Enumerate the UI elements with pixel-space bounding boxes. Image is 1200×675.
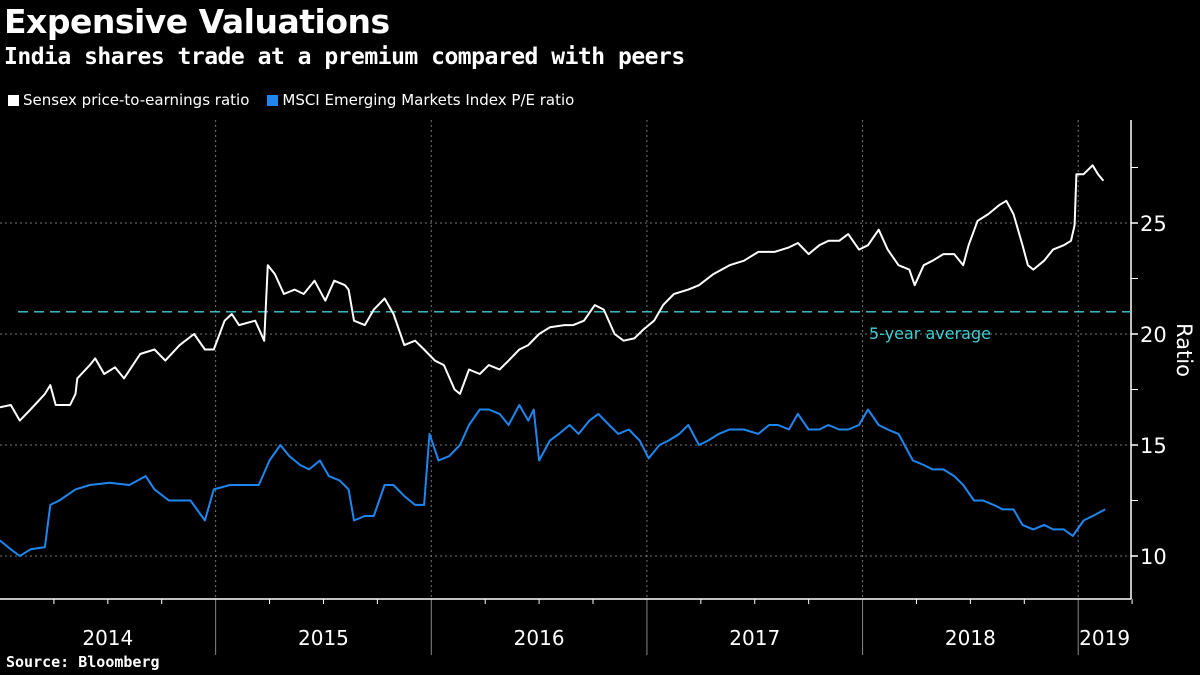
x-tick-label: 2017 [729, 626, 780, 650]
series-line-msci [0, 404, 1106, 557]
chart-subtitle: India shares trade at a premium compared… [4, 44, 685, 70]
x-tick-label: 2019 [1079, 626, 1130, 650]
legend-item-msci: MSCI Emerging Markets Index P/E ratio [267, 91, 574, 109]
y-tick-label: 20 [1140, 323, 1167, 347]
x-tick-label: 2016 [514, 626, 565, 650]
chart-title: Expensive Valuations [4, 2, 390, 41]
legend-label-sensex: Sensex price-to-earnings ratio [23, 91, 250, 109]
x-tick-label: 2014 [82, 626, 133, 650]
legend-item-sensex: Sensex price-to-earnings ratio [8, 91, 249, 109]
y-tick-label: 25 [1140, 212, 1167, 236]
y-tick-label: 15 [1140, 434, 1167, 458]
y-tick-label: 10 [1140, 545, 1167, 569]
legend-swatch-msci [267, 94, 279, 106]
x-tick-label: 2018 [945, 626, 996, 650]
legend-swatch-sensex [8, 94, 19, 106]
series-line-sensex [0, 164, 1105, 422]
x-tick-label: 2015 [298, 626, 349, 650]
legend-label-msci: MSCI Emerging Markets Index P/E ratio [282, 91, 575, 109]
source-note: Source: Bloomberg [6, 653, 160, 671]
reference-line-label: 5-year average [869, 324, 991, 343]
y-axis-label: Ratio [1172, 323, 1196, 377]
legend: Sensex price-to-earnings ratio MSCI Emer… [8, 91, 574, 109]
